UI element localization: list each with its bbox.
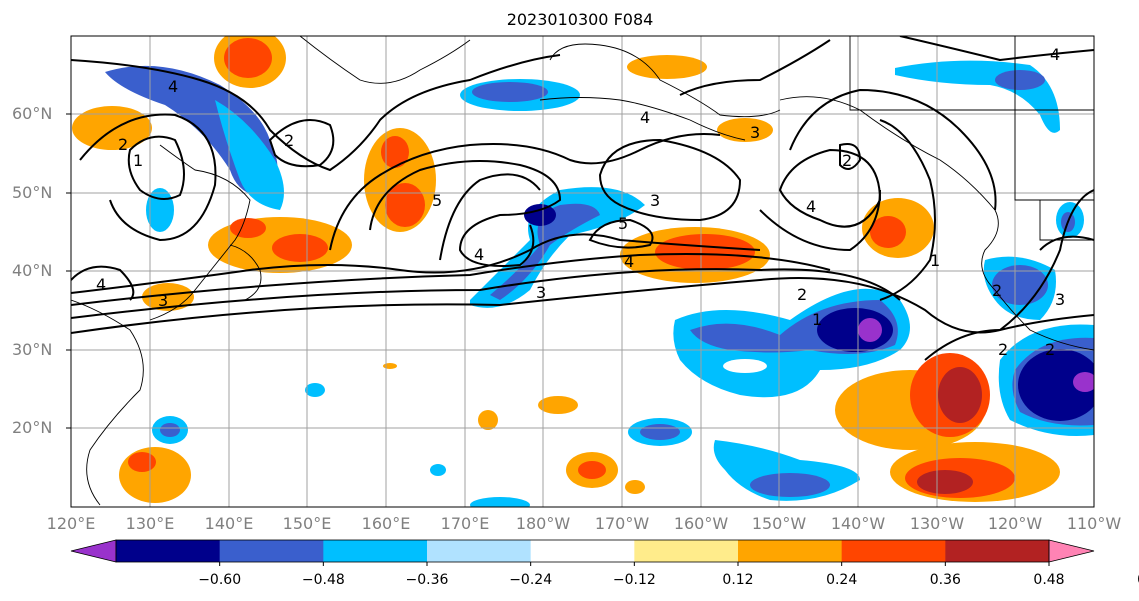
contour-label: 4 (168, 77, 178, 96)
colorbar-label: −0.60 (198, 572, 242, 588)
colorbar-swatch (738, 540, 843, 562)
colorbar-swatch (634, 540, 739, 562)
lon-label: 140°E (204, 514, 254, 533)
contour-label: 3 (1055, 290, 1065, 309)
colorbar-label: 0.60 (1137, 572, 1139, 588)
contour-label: 2 (1045, 340, 1055, 359)
map-title: 2023010300 F084 (506, 10, 654, 29)
contour-label: 4 (96, 275, 106, 294)
colorbar-swatch (841, 540, 946, 562)
lon-label: 150°E (282, 514, 332, 533)
colorbar-frame (115, 539, 1050, 563)
contour-lines (71, 36, 1094, 361)
contour-label: 3 (158, 291, 168, 310)
colorbar-swatch (219, 540, 324, 562)
contour-label: 4 (474, 245, 484, 264)
contour-label: 1 (812, 310, 822, 329)
contour-label: 3 (650, 191, 660, 210)
colorbar-extend-low (70, 539, 117, 563)
colorbar-extend-high (1048, 539, 1095, 563)
colorbar (70, 539, 1095, 566)
contour-label: 3 (750, 123, 760, 142)
contour-label: 2 (797, 285, 807, 304)
contour-label: 4 (640, 108, 650, 127)
contour-label: 2 (992, 281, 1002, 300)
colorbar-swatch (945, 540, 1050, 562)
contour-label: 5 (432, 191, 442, 210)
lat-label: 20°N (12, 418, 53, 437)
colorbar-swatch (530, 540, 635, 562)
lat-label: 40°N (12, 261, 53, 280)
colorbar-label: −0.24 (509, 572, 553, 588)
lon-label: 130°E (125, 514, 175, 533)
coastlines (71, 36, 1094, 506)
lat-label: 30°N (12, 340, 53, 359)
colorbar-label: 0.24 (826, 572, 858, 588)
colorbar-label: −0.48 (301, 572, 345, 588)
lon-label: 120°E (46, 514, 96, 533)
contour-label: 2 (842, 151, 852, 170)
lon-label: 160°E (361, 514, 411, 533)
colorbar-label: 0.36 (929, 572, 961, 588)
lat-label: 50°N (12, 183, 53, 202)
contour-label: 2 (118, 135, 128, 154)
lon-label: 160°W (673, 514, 729, 533)
colorbar-swatch (427, 540, 532, 562)
contour-label: 2 (998, 340, 1008, 359)
contour-label: 1 (930, 251, 940, 270)
axis-ticks (66, 113, 71, 429)
lon-label: 170°W (594, 514, 650, 533)
contour-label: 5 (618, 214, 628, 233)
contour-label: 3 (536, 283, 546, 302)
contour-label: 4 (1050, 45, 1060, 64)
contour-label: 2 (284, 131, 294, 150)
colorbar-swatch (323, 540, 428, 562)
lon-label: 120°W (987, 514, 1043, 533)
lon-label: 110°W (1066, 514, 1122, 533)
lon-label: 180°W (515, 514, 571, 533)
contour-label-layer: 4 2 1 2 4 3 5 4 3 5 4 3 2 4 2 1 1 2 2 4 … (96, 45, 1065, 359)
lat-label: 60°N (12, 104, 53, 123)
contour-label: 4 (806, 197, 816, 216)
contour-label: 1 (133, 151, 143, 170)
colorbar-swatch (116, 540, 221, 562)
colorbar-label: −0.36 (405, 572, 449, 588)
lon-label: 170°E (440, 514, 490, 533)
colorbar-label: 0.48 (1033, 572, 1065, 588)
contour-label: 4 (624, 252, 634, 271)
colorbar-label: −0.12 (612, 572, 656, 588)
lon-label: 130°W (909, 514, 965, 533)
lon-label: 140°W (830, 514, 886, 533)
colorbar-label: 0.12 (722, 572, 754, 588)
lon-label: 150°W (751, 514, 807, 533)
